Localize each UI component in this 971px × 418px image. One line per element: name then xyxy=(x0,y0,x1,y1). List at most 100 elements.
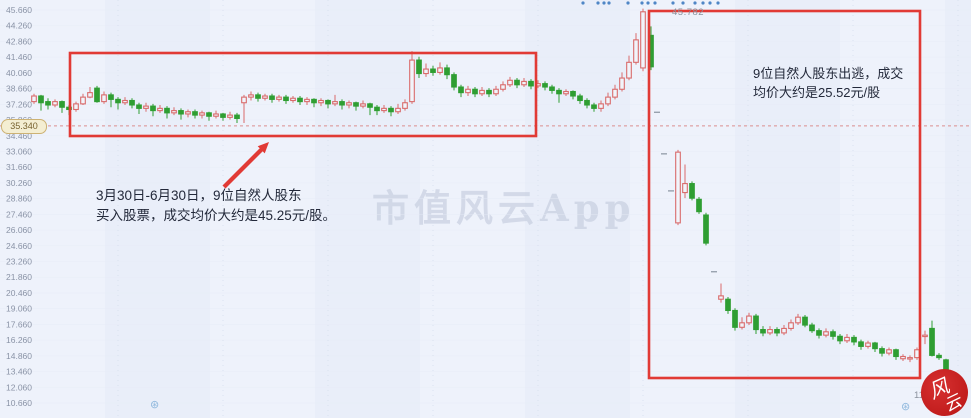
candle-up xyxy=(865,342,871,347)
y-axis-tick-label: 16.260 xyxy=(6,335,32,345)
partial-price-label: 11 xyxy=(914,390,924,401)
candle-up xyxy=(795,316,801,324)
y-axis-tick-label: 14.860 xyxy=(6,351,32,361)
candle-down xyxy=(38,95,44,104)
candle-down xyxy=(689,183,695,199)
candle-up xyxy=(241,96,247,104)
candle-down xyxy=(94,87,100,103)
watermark-text: 市值风云App xyxy=(372,186,636,230)
candle-up xyxy=(395,107,401,113)
candle-up xyxy=(332,101,338,105)
candle-down xyxy=(703,214,709,244)
candle-down xyxy=(353,102,359,107)
candle-down xyxy=(451,74,457,88)
candle-up xyxy=(227,114,233,118)
candle-up xyxy=(262,95,268,99)
candle-up xyxy=(360,103,366,107)
candle-up xyxy=(598,103,604,109)
clipped-marker-dot xyxy=(716,1,720,5)
y-axis-tick-label: 40.060 xyxy=(6,68,32,78)
candle-up xyxy=(493,88,499,95)
y-axis-tick-label: 23.260 xyxy=(6,257,32,267)
candle-down xyxy=(458,86,464,94)
candle-up xyxy=(80,96,86,105)
red-arrow-head xyxy=(257,142,269,154)
clipped-marker-dot xyxy=(596,1,600,5)
candle-up xyxy=(122,99,128,104)
candle-down xyxy=(936,354,942,359)
candle-down xyxy=(234,114,240,120)
candle-up xyxy=(844,336,850,342)
candle-up xyxy=(143,105,149,109)
candle-down xyxy=(206,112,212,117)
candle-up xyxy=(900,355,906,360)
candle-up xyxy=(346,102,352,106)
annotation-sell-line2: 均价大约是25.52元/股 xyxy=(753,85,881,100)
y-axis-tick-label: 30.260 xyxy=(6,178,32,188)
candle-up xyxy=(479,89,485,95)
candle-down xyxy=(591,104,597,109)
candle-up xyxy=(626,61,632,79)
clipped-marker-dot xyxy=(626,1,630,5)
candle-down xyxy=(311,98,317,104)
candle-up xyxy=(781,327,787,334)
candle-up xyxy=(304,98,310,103)
y-axis-tick-label: 38.660 xyxy=(6,84,32,94)
y-axis-tick-label: 41.460 xyxy=(6,52,32,62)
candle-down xyxy=(164,107,170,114)
candle-down xyxy=(374,106,380,112)
candle-up xyxy=(276,96,282,100)
candle-up xyxy=(500,84,506,90)
clipped-marker-dot xyxy=(701,1,705,5)
candle-down xyxy=(416,59,422,75)
candle-up xyxy=(465,88,471,94)
annotation-buy-line2: 买入股票，成交均价大约是45.25元/股。 xyxy=(96,208,337,223)
candle-up xyxy=(318,99,324,104)
candle-up xyxy=(640,11,646,69)
candle-up xyxy=(682,183,688,194)
platform-watermark-icon: ⊛ xyxy=(901,401,911,413)
candle-up xyxy=(171,110,177,114)
candle-up xyxy=(675,151,681,224)
session-high-label: 45.782 xyxy=(672,7,705,18)
clipped-marker-dot xyxy=(640,1,644,5)
candle-down xyxy=(837,335,843,342)
candle-up xyxy=(87,92,93,98)
candle-up xyxy=(402,102,408,109)
candle-up xyxy=(423,68,429,75)
candle-down xyxy=(283,96,289,102)
candle-down xyxy=(732,309,738,328)
candle-down xyxy=(59,101,65,108)
candle-down xyxy=(830,331,836,337)
candle-down xyxy=(570,90,576,97)
candle-up xyxy=(248,94,254,98)
candle-down xyxy=(802,316,808,326)
candle-up xyxy=(101,94,107,103)
candle-down xyxy=(816,330,822,336)
y-axis-tick-label: 34.460 xyxy=(6,131,32,141)
candle-down xyxy=(556,89,562,95)
candle-down xyxy=(851,336,857,343)
candle-up xyxy=(73,103,79,111)
candle-up xyxy=(52,101,58,106)
candle-up xyxy=(199,112,205,116)
candle-up xyxy=(823,331,829,336)
candle-up xyxy=(718,295,724,300)
candle-down xyxy=(150,105,156,112)
candle-down xyxy=(45,101,51,106)
y-axis-tick-label: 21.860 xyxy=(6,272,32,282)
clipped-marker-dot xyxy=(607,1,611,5)
candle-down xyxy=(220,113,226,118)
candle-down xyxy=(696,198,702,213)
candle-down xyxy=(809,324,815,332)
candle-down xyxy=(178,110,184,115)
candle-down xyxy=(192,111,198,116)
candle-up xyxy=(746,315,752,324)
candle-down xyxy=(528,80,534,87)
candle-down xyxy=(858,341,864,347)
candle-up xyxy=(437,67,443,73)
candle-down xyxy=(269,95,275,100)
y-axis-tick-label: 13.460 xyxy=(6,367,32,377)
y-axis-tick-label: 10.660 xyxy=(6,398,32,408)
clipped-marker-dot xyxy=(581,1,585,5)
